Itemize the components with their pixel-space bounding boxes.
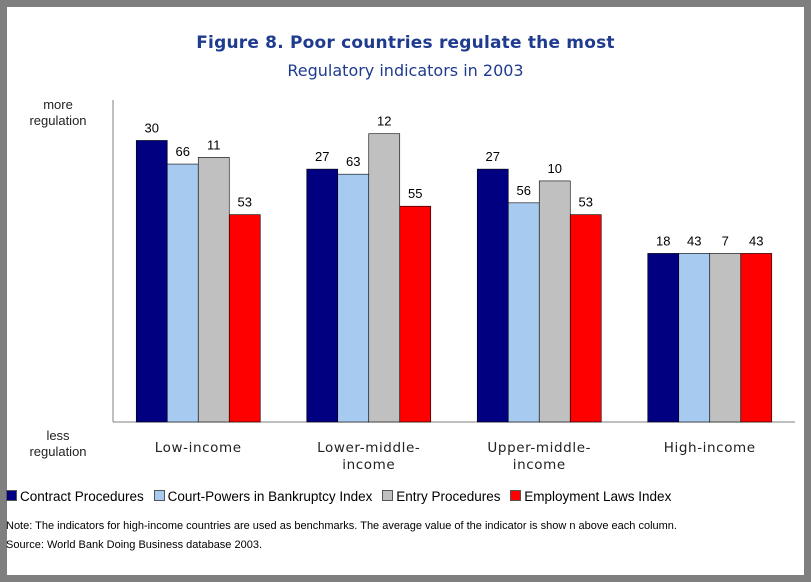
data-label: 53 bbox=[579, 195, 593, 210]
legend-label: Entry Procedures bbox=[396, 489, 501, 504]
legend-swatch bbox=[6, 490, 17, 501]
bar bbox=[569, 214, 602, 423]
legend-swatch bbox=[153, 490, 165, 501]
data-label: 43 bbox=[749, 233, 763, 248]
data-label: 66 bbox=[176, 144, 190, 159]
data-label: 27 bbox=[315, 149, 329, 164]
legend-swatch bbox=[382, 490, 394, 501]
legend-item-court-powers: Court-Powers in Bankruptcy Index bbox=[153, 489, 373, 504]
category-label: income bbox=[513, 457, 566, 473]
category-label: Low-income bbox=[155, 440, 242, 456]
data-label: 27 bbox=[486, 149, 500, 164]
y-top-label: more regulation bbox=[29, 97, 87, 128]
legend-label: Employment Laws Index bbox=[524, 489, 672, 504]
category-label: High-income bbox=[664, 440, 756, 456]
chart-subtitle: Regulatory indicators in 2003 bbox=[287, 61, 524, 80]
bar bbox=[306, 168, 339, 423]
data-label: 56 bbox=[517, 183, 531, 198]
y-bottom-label: less regulation bbox=[29, 428, 87, 459]
data-label: 7 bbox=[722, 233, 729, 248]
legend-label: Court-Powers in Bankruptcy Index bbox=[167, 489, 373, 504]
data-label: 11 bbox=[207, 137, 221, 152]
bar bbox=[507, 202, 540, 423]
bar bbox=[740, 253, 773, 423]
category-label: Upper-middle- bbox=[487, 440, 591, 456]
bar bbox=[399, 205, 432, 423]
bar bbox=[228, 214, 261, 423]
bar bbox=[135, 140, 168, 423]
bar bbox=[538, 180, 571, 423]
bar bbox=[197, 157, 230, 423]
data-label: 18 bbox=[656, 233, 670, 248]
bar bbox=[476, 168, 509, 423]
bar bbox=[166, 163, 199, 423]
legend-label: Contract Procedures bbox=[20, 489, 144, 504]
legend-item-entry-procedures: Entry Procedures bbox=[382, 489, 500, 504]
data-label: 30 bbox=[145, 120, 159, 135]
category-label: income bbox=[342, 457, 395, 473]
bar bbox=[368, 133, 401, 423]
legend-item-employment-laws: Employment Laws Index bbox=[510, 489, 671, 504]
legend-swatch bbox=[510, 490, 522, 501]
bar bbox=[709, 253, 742, 423]
data-label: 53 bbox=[238, 195, 252, 210]
chart-title: Figure 8. Poor countries regulate the mo… bbox=[196, 33, 615, 53]
data-label: 12 bbox=[377, 114, 391, 129]
bar bbox=[337, 173, 370, 423]
data-label: 43 bbox=[687, 233, 701, 248]
data-label: 10 bbox=[548, 161, 562, 176]
legend-item-contract-procedures: Contract Procedures bbox=[6, 489, 144, 504]
legend: Contract Procedures Court-Powers in Bank… bbox=[6, 489, 677, 504]
data-label: 63 bbox=[346, 154, 360, 169]
category-label: Lower-middle- bbox=[317, 440, 420, 456]
bar bbox=[678, 253, 711, 423]
chart-note: Note: The indicators for high-income cou… bbox=[6, 517, 786, 555]
source-text: Source: World Bank Doing Business databa… bbox=[6, 539, 263, 551]
data-label: 55 bbox=[408, 186, 422, 201]
note-text: Note: The indicators for high-income cou… bbox=[6, 520, 677, 532]
bar bbox=[647, 253, 680, 423]
